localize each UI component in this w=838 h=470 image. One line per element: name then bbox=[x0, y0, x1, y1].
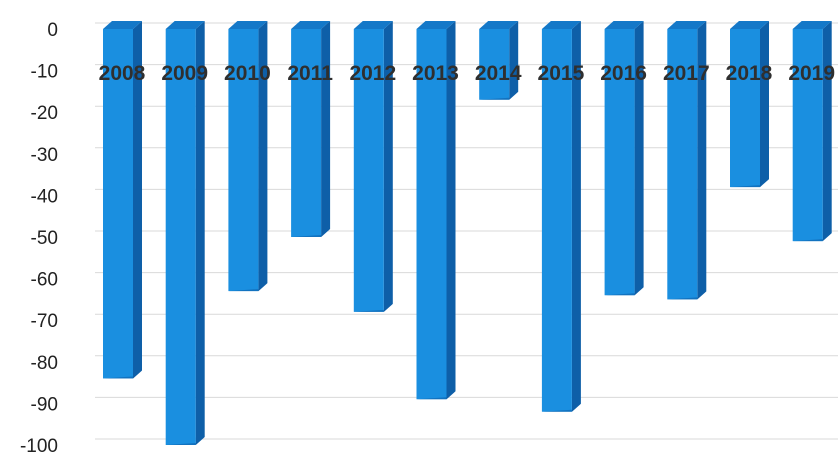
bar-top bbox=[792, 21, 832, 29]
y-tick-label: -30 bbox=[31, 145, 58, 166]
bar-2015 bbox=[541, 21, 581, 412]
bar-top bbox=[103, 21, 142, 29]
bar-top bbox=[730, 21, 769, 29]
y-tick-label: -90 bbox=[31, 394, 58, 415]
category-label: 2015 bbox=[538, 62, 585, 85]
bar-front bbox=[792, 29, 823, 242]
category-label: 2010 bbox=[224, 62, 271, 85]
bar-top bbox=[416, 21, 456, 29]
bar-2014 bbox=[479, 21, 519, 100]
bar-top bbox=[228, 21, 268, 29]
bar-side bbox=[383, 21, 393, 312]
bar-top bbox=[291, 21, 331, 29]
y-axis-ticks: 0 -10 -20 -30 -40 -50 -60 -70 -80 -90 -100 bbox=[20, 20, 58, 457]
category-label: 2019 bbox=[788, 62, 835, 85]
y-tick-label: -40 bbox=[31, 186, 58, 207]
category-label: 2014 bbox=[475, 62, 522, 85]
grid-lines bbox=[95, 22, 838, 440]
bar-front bbox=[479, 29, 510, 100]
category-labels: 2008 2009 2010 2011 2012 2013 2014 2015 2016 2017… bbox=[99, 62, 835, 85]
bar-2019 bbox=[792, 21, 832, 242]
bar-2010 bbox=[228, 21, 268, 292]
y-tick-label: -10 bbox=[31, 62, 58, 83]
bar-front bbox=[730, 29, 760, 188]
bar-front bbox=[291, 29, 322, 237]
bar-side bbox=[446, 21, 456, 400]
bar-side bbox=[133, 21, 142, 379]
bar-side bbox=[258, 21, 268, 292]
bar-side bbox=[571, 21, 581, 412]
bar-front bbox=[541, 29, 572, 412]
bar-2016 bbox=[604, 21, 644, 296]
bar-2013 bbox=[416, 21, 456, 400]
bar-top bbox=[667, 21, 707, 29]
category-label: 2018 bbox=[726, 62, 773, 85]
category-label: 2012 bbox=[349, 62, 396, 85]
y-tick-label: -50 bbox=[31, 228, 58, 249]
category-label: 2009 bbox=[161, 62, 208, 85]
bar-front bbox=[416, 29, 447, 400]
bar-top bbox=[479, 21, 519, 29]
bar-2017 bbox=[667, 21, 707, 300]
category-label: 2013 bbox=[412, 62, 459, 85]
bar-front bbox=[165, 29, 196, 445]
category-label: 2017 bbox=[663, 62, 710, 85]
bar-side bbox=[822, 21, 832, 242]
bar-side bbox=[195, 21, 205, 445]
category-label: 2011 bbox=[287, 62, 333, 85]
bar-side bbox=[760, 21, 769, 188]
bar-side bbox=[321, 21, 331, 237]
bar-top bbox=[604, 21, 644, 29]
y-tick-label: -60 bbox=[31, 270, 58, 291]
bar-side bbox=[509, 21, 519, 100]
bar-front bbox=[353, 29, 384, 312]
category-label: 2008 bbox=[99, 62, 146, 85]
bar-2011 bbox=[291, 21, 331, 237]
category-label: 2016 bbox=[600, 62, 647, 85]
bar-front bbox=[103, 29, 133, 379]
bar-2012 bbox=[353, 21, 393, 312]
bar-side bbox=[634, 21, 644, 296]
bar-side bbox=[697, 21, 707, 300]
y-tick-label: -20 bbox=[31, 103, 58, 124]
bar-front bbox=[604, 29, 635, 296]
bar-2008 bbox=[103, 21, 142, 379]
y-tick-label: -70 bbox=[31, 311, 58, 332]
y-tick-label: 0 bbox=[47, 20, 58, 41]
bar-top bbox=[165, 21, 205, 29]
bar-front bbox=[667, 29, 698, 300]
y-tick-label: -100 bbox=[20, 436, 58, 457]
bar-2009 bbox=[165, 21, 205, 445]
bar-top bbox=[353, 21, 393, 29]
bars bbox=[103, 21, 832, 445]
bar-top bbox=[541, 21, 581, 29]
y-tick-label: -80 bbox=[31, 353, 58, 374]
bar-front bbox=[228, 29, 259, 292]
bar-2018 bbox=[730, 21, 769, 188]
